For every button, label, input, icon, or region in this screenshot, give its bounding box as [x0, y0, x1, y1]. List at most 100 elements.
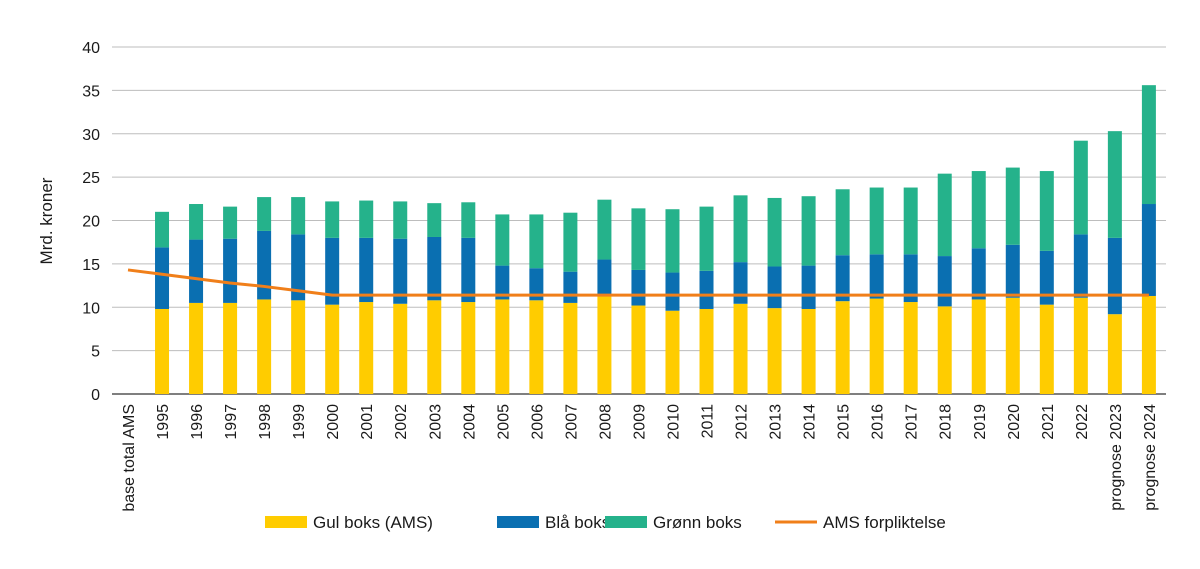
y-tick-label: 0 [91, 387, 100, 404]
x-tick-label: prognose 2024 [1142, 404, 1159, 511]
bar-gul-boks-ams-prognose-2024 [1141, 295, 1156, 394]
x-tick-label: 2019 [972, 404, 989, 440]
bar-gronn-boks-1997 [223, 206, 238, 239]
y-tick-label: 40 [82, 40, 100, 57]
bar-bla-boks-1998 [257, 230, 272, 300]
x-tick-label: 2008 [597, 404, 614, 440]
y-tick-label: 20 [82, 214, 100, 231]
bar-gronn-boks-2010 [665, 209, 680, 273]
bars [155, 85, 1156, 394]
bar-gronn-boks-2000 [325, 201, 340, 238]
x-tick-label: 1995 [155, 404, 172, 440]
bar-gronn-boks-1998 [257, 197, 272, 231]
bar-gul-boks-ams-2012 [733, 303, 748, 394]
bar-bla-boks-prognose-2024 [1141, 204, 1156, 296]
bar-bla-boks-2016 [869, 254, 884, 299]
bar-bla-boks-2017 [903, 254, 918, 303]
y-tick-label: 25 [82, 170, 100, 187]
bar-gronn-boks-2014 [801, 196, 816, 266]
x-tick-label: 1998 [257, 404, 274, 440]
y-tick-label: 15 [82, 257, 100, 274]
bar-gul-boks-ams-2013 [767, 308, 782, 394]
bar-bla-boks-2004 [461, 237, 476, 303]
bar-gronn-boks-2013 [767, 197, 782, 267]
x-tick-label: 2021 [1040, 404, 1057, 440]
bar-gronn-boks-2002 [393, 201, 408, 239]
legend-label-bla-boks: Blå boks [545, 513, 610, 532]
bar-gul-boks-ams-2009 [631, 305, 646, 394]
bar-bla-boks-1997 [223, 238, 238, 303]
bar-bla-boks-2019 [971, 248, 986, 300]
x-tick-label: 2005 [495, 404, 512, 440]
bar-gul-boks-ams-prognose-2023 [1107, 314, 1122, 394]
line-ams-forpliktelse [127, 268, 1149, 297]
x-axis-ticks: base total AMS 1995 1996 1997 1998 1999 2000 20… [121, 404, 1159, 512]
bar-gul-boks-ams-2011 [699, 308, 714, 394]
bar-gul-boks-ams-2020 [1005, 297, 1020, 394]
legend-swatch-ams-forpliktelse [775, 520, 817, 524]
bar-gul-boks-ams-2010 [665, 310, 680, 394]
x-tick-label: 1997 [223, 404, 240, 440]
legend: Gul boks (AMS) Blå boks Grønn boks AMS f… [265, 513, 946, 532]
bar-gul-boks-ams-2019 [971, 299, 986, 394]
y-axis-title: Mrd. kroner [37, 177, 56, 264]
x-tick-label: 2012 [734, 404, 751, 440]
x-tick-label: 2016 [870, 404, 887, 440]
x-tick-label: 2006 [529, 404, 546, 440]
x-tick-label: 2003 [427, 404, 444, 440]
bar-gul-boks-ams-2001 [359, 302, 374, 394]
bar-bla-boks-1996 [189, 239, 204, 303]
legend-swatch-bla-boks [497, 516, 539, 528]
bar-bla-boks-2021 [1039, 250, 1054, 305]
bar-bla-boks-1999 [291, 234, 306, 301]
x-tick-label: 2000 [325, 404, 342, 440]
bar-gronn-boks-2011 [699, 206, 714, 271]
y-tick-label: 5 [91, 344, 100, 361]
bar-bla-boks-2008 [597, 259, 612, 295]
bar-gronn-boks-2008 [597, 199, 612, 260]
bar-gronn-boks-2019 [971, 171, 986, 249]
y-tick-label: 30 [82, 127, 100, 144]
bar-bla-boks-2020 [1005, 244, 1020, 298]
y-tick-label: 35 [82, 83, 100, 100]
bar-gul-boks-ams-2008 [597, 294, 612, 394]
bar-gronn-boks-2009 [631, 208, 646, 270]
x-tick-label: 2007 [563, 404, 580, 440]
bar-gronn-boks-2022 [1073, 140, 1088, 235]
bar-gronn-boks-2020 [1005, 167, 1020, 245]
bar-bla-boks-2022 [1073, 234, 1088, 298]
bar-bla-boks-2010 [665, 272, 680, 311]
y-axis-ticks: 0 5 10 15 20 25 30 35 40 [82, 40, 100, 404]
bar-gul-boks-ams-2021 [1039, 304, 1054, 394]
bar-bla-boks-2001 [359, 237, 374, 303]
x-tick-label: 2001 [359, 404, 376, 440]
legend-label-ams-forpliktelse: AMS forpliktelse [823, 513, 946, 532]
x-tick-label: 2017 [904, 404, 921, 440]
x-tick-label: 2015 [836, 404, 853, 440]
bar-gul-boks-ams-2014 [801, 308, 816, 394]
bar-gul-boks-ams-2005 [495, 299, 510, 394]
bar-gronn-boks-2004 [461, 202, 476, 238]
bar-bla-boks-2012 [733, 262, 748, 304]
bar-gronn-boks-2003 [427, 203, 442, 237]
bar-bla-boks-1995 [155, 247, 170, 309]
x-tick-label: prognose 2023 [1108, 404, 1125, 511]
bar-gul-boks-ams-2022 [1073, 297, 1088, 394]
bar-bla-boks-2006 [529, 268, 544, 301]
bar-gul-boks-ams-1999 [291, 300, 306, 394]
bar-gul-boks-ams-1996 [189, 302, 204, 394]
bar-gul-boks-ams-2007 [563, 302, 578, 394]
x-tick-label: 2002 [393, 404, 410, 440]
bar-gronn-boks-2016 [869, 187, 884, 255]
legend-swatch-gronn-boks [605, 516, 647, 528]
bar-bla-boks-2013 [767, 266, 782, 309]
legend-swatch-gul-boks [265, 516, 307, 528]
bar-bla-boks-2000 [325, 237, 340, 305]
x-tick-label: 2022 [1074, 404, 1091, 440]
bar-bla-boks-2002 [393, 238, 408, 304]
y-tick-label: 10 [82, 300, 100, 317]
x-tick-label: 2018 [938, 404, 955, 440]
x-tick-label: 2020 [1006, 404, 1023, 440]
bar-bla-boks-2015 [835, 255, 850, 302]
legend-label-gul-boks: Gul boks (AMS) [313, 513, 433, 532]
